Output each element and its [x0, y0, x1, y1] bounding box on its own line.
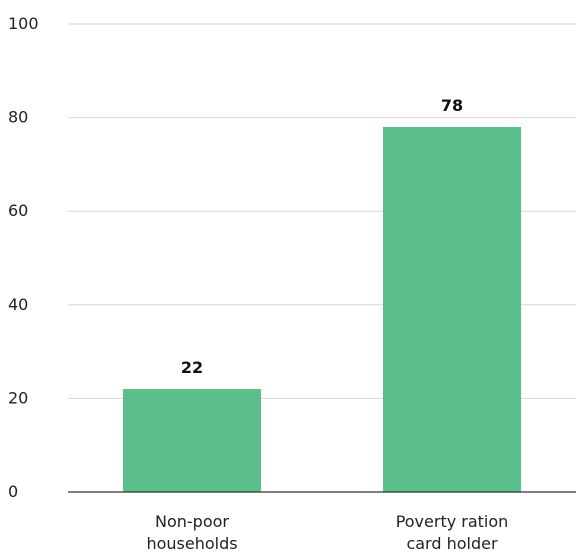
y-tick-label: 80 [8, 108, 28, 127]
bar-value-label: 78 [441, 96, 463, 115]
x-category-label: Non-poor [155, 512, 229, 531]
x-category-label: Poverty ration [396, 512, 509, 531]
y-tick-label: 40 [8, 295, 28, 314]
y-tick-label: 0 [8, 482, 18, 501]
bar-value-label: 22 [181, 358, 203, 377]
x-category-label: card holder [406, 534, 498, 553]
bars-layer [123, 126, 521, 493]
y-tick-label: 60 [8, 201, 28, 220]
y-tick-label: 20 [8, 388, 28, 407]
x-category-label: households [146, 534, 237, 553]
y-tick-label: 100 [8, 14, 39, 33]
labels-layer: 0 20 40 60 80 100 22 Non-poor households 78 Povert… [8, 14, 508, 553]
bar [383, 126, 521, 493]
bar [123, 389, 261, 492]
